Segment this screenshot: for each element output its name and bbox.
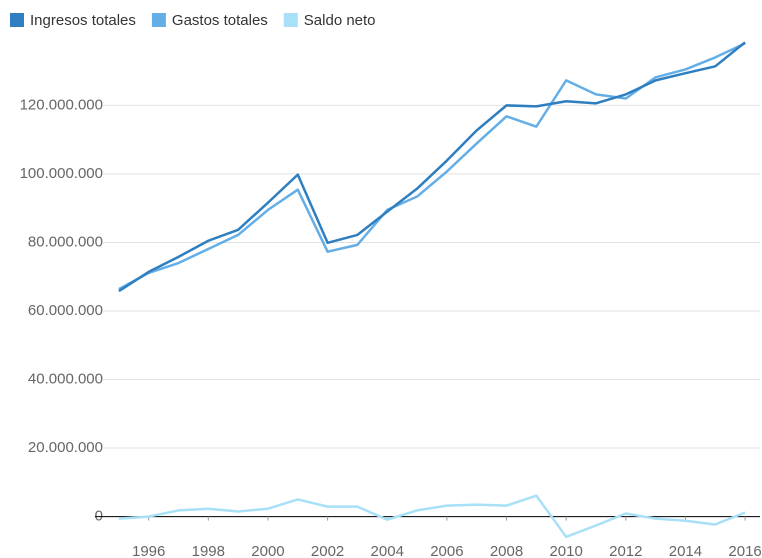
x-tick-label: 2014: [669, 543, 702, 558]
y-tick-label: 40.000.000: [28, 370, 103, 387]
x-tick-label: 2008: [490, 543, 523, 558]
legend-label: Ingresos totales: [30, 12, 136, 29]
x-tick-label: 2004: [371, 543, 404, 558]
x-tick-label: 2012: [609, 543, 642, 558]
y-tick-label: 100.000.000: [20, 165, 103, 182]
legend-swatch: [10, 13, 24, 27]
x-tick-label: 2006: [430, 543, 463, 558]
x-tick-label: 2002: [311, 543, 344, 558]
x-tick-label: 1998: [192, 543, 225, 558]
y-tick-label: 80.000.000: [28, 233, 103, 250]
legend-swatch: [151, 13, 166, 27]
y-tick-label: 120.000.000: [20, 96, 103, 113]
y-tick-label: 60.000.000: [28, 302, 103, 319]
x-tick-label: 1996: [132, 543, 165, 558]
x-tick-label: 2016: [728, 543, 761, 558]
series-line: [118, 41, 746, 293]
y-tick-label: 20.000.000: [28, 439, 103, 456]
series-line: [118, 494, 746, 539]
legend-label: Gastos totales: [172, 12, 268, 29]
x-tick-label: 2000: [251, 543, 284, 558]
y-tick-label: 0: [95, 508, 103, 525]
x-tick-label: 2010: [549, 543, 582, 558]
legend-label: Saldo neto: [304, 12, 376, 29]
legend-swatch: [283, 13, 298, 27]
series-line: [118, 42, 746, 291]
